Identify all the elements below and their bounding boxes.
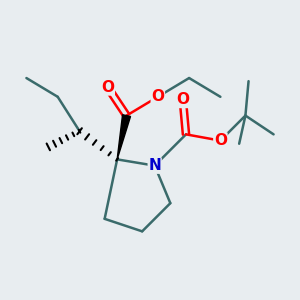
Text: O: O [176,92,189,107]
Text: O: O [151,89,164,104]
Text: O: O [214,133,227,148]
Text: N: N [148,158,161,173]
Polygon shape [117,115,130,159]
Text: O: O [101,80,114,95]
